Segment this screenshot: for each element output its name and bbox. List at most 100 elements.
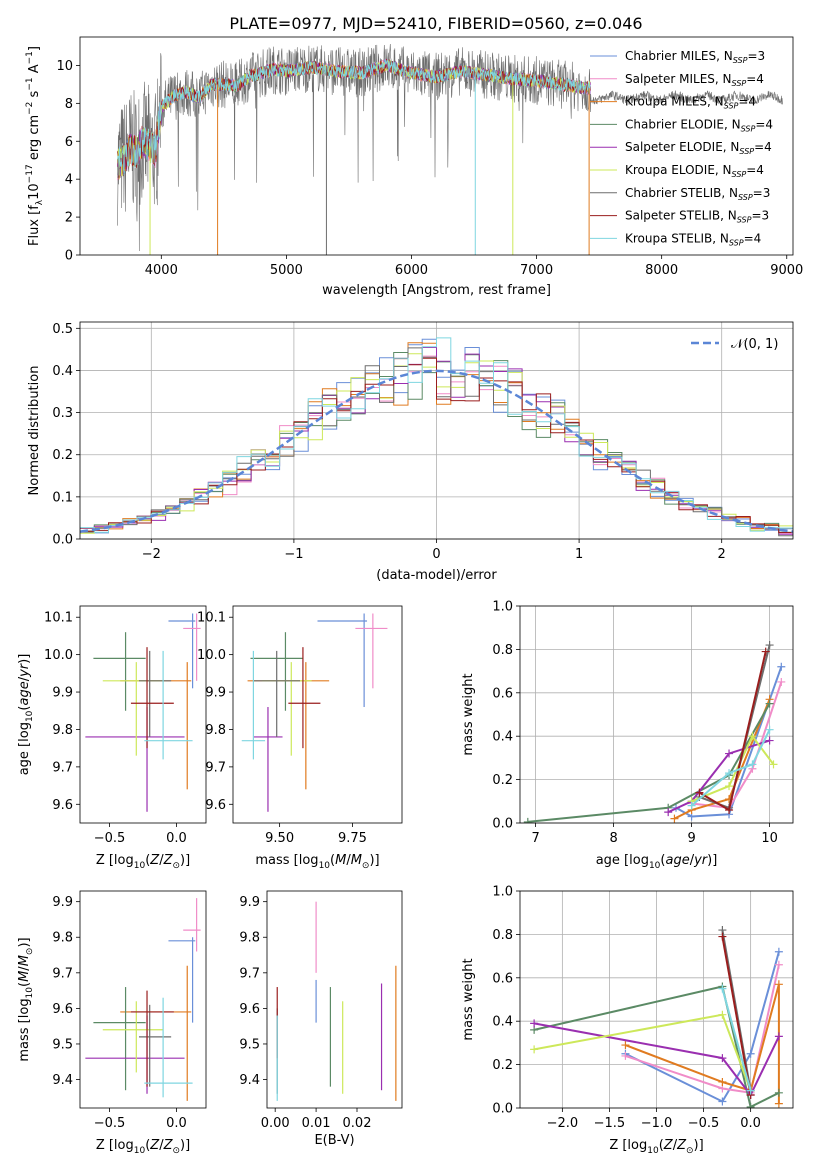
label-part: ] — [27, 46, 42, 51]
x-tick-label: 0.0 — [166, 831, 187, 846]
label-part: M — [17, 955, 32, 966]
y-tick-label: 0.5 — [52, 322, 73, 337]
weight-marker — [687, 801, 696, 810]
weight-marker — [774, 947, 783, 956]
x-axis-label: Z [log10(Z/Z⊙)] — [609, 1138, 703, 1156]
label-part: )] — [180, 853, 190, 868]
legend-post: =4 — [744, 231, 762, 245]
weight-marker — [718, 1054, 727, 1063]
x-axis-label: Z [log10(Z/Z⊙)] — [96, 1138, 190, 1156]
y-tick-label: 10.0 — [44, 648, 73, 663]
y-tick-label: 8 — [65, 97, 73, 112]
label-part: / — [159, 853, 164, 868]
y-tick-label: 10 — [56, 59, 73, 74]
legend-post: =4 — [755, 117, 773, 131]
label-part: 10 — [319, 861, 331, 871]
weight-marker — [748, 732, 757, 741]
y-tick-label: 9.6 — [52, 1002, 73, 1017]
label-part: / — [346, 853, 351, 868]
legend-post: =3 — [751, 209, 769, 223]
legend-entry: Salpeter MILES, NSSP=4 — [625, 72, 764, 88]
label-part: −2 — [25, 102, 35, 115]
x-tick-label: 9000 — [770, 263, 803, 278]
label-part: )] — [369, 853, 379, 868]
x-tick-label: 0.0 — [740, 1116, 761, 1131]
label-part: 10 — [649, 861, 661, 871]
y-tick-label: 9.7 — [52, 966, 73, 981]
weight-marker — [761, 647, 770, 656]
weight-marker — [718, 984, 727, 993]
x-tick-label: 0 — [432, 547, 440, 562]
label-part: Z [log — [96, 853, 134, 868]
y-tick-label: 9.8 — [239, 931, 260, 946]
weight-marker — [695, 788, 704, 797]
weight-marker — [765, 736, 774, 745]
weight-marker — [725, 782, 734, 791]
y-tick-label: 6 — [65, 135, 73, 150]
label-part: Z — [149, 1138, 160, 1153]
weight-marker — [774, 1088, 783, 1097]
axes-frame — [232, 605, 403, 824]
legend-entry: 𝒩(0, 1) — [731, 337, 778, 352]
weight-series-3 — [533, 985, 780, 1108]
y-tick-label: 0.0 — [52, 533, 73, 548]
mass-weight-panel-7: −2.0 −1.5 −1.0 −0.5 0.0 0.0 0.2 0.4 0.6 0.8 1.0 Z [… — [461, 885, 794, 1156]
errorbars — [276, 901, 397, 1101]
label-part: −17 — [25, 164, 35, 183]
y-tick-label: 0.0 — [492, 817, 513, 832]
axes-frame — [519, 890, 794, 1109]
legend-entry: Kroupa MILES, NSSP=4 — [625, 95, 756, 111]
weight-lines — [523, 641, 786, 823]
legend-entry: Salpeter STELIB, NSSP=3 — [625, 209, 769, 225]
y-axis-label: mass weight — [461, 958, 476, 1040]
errorbar-panel-2: −0.5 0.09.69.79.89.910.010.1Z [log10(Z/Z⊙… — [17, 605, 207, 871]
label-part: ⊙ — [172, 1146, 180, 1156]
weight-marker — [621, 1051, 630, 1060]
axes-frame — [266, 890, 403, 1109]
weight-lines — [530, 926, 783, 1108]
label-part: M — [335, 853, 346, 868]
label-part: )] — [17, 937, 32, 947]
label-part: ⊙ — [172, 861, 180, 871]
y-tick-label: 0.3 — [52, 406, 73, 421]
y-tick-label: 1.0 — [492, 600, 513, 615]
x-tick-label: −1 — [284, 547, 303, 562]
x-tick-label: −0.5 — [688, 1116, 720, 1131]
spectrum-panel: 4000 5000 6000 7000 8000 9000 0 2 4 6 8 10 Chabrier … — [25, 36, 803, 298]
weight-marker — [774, 960, 783, 969]
label-part: ( — [660, 853, 665, 868]
y-axis-label: Normed distribution — [27, 366, 42, 496]
legend-sub: SSP — [737, 216, 752, 225]
x-tick-label: 7000 — [520, 263, 553, 278]
label-part: ⊙ — [362, 861, 370, 871]
y-tick-label: 9.6 — [52, 798, 73, 813]
y-tick-label: 0.8 — [492, 643, 513, 658]
legend-post: =4 — [746, 163, 764, 177]
weight-marker — [769, 760, 778, 769]
x-axis-label: Z [log10(Z/Z⊙)] — [96, 853, 190, 871]
axes-frame — [519, 605, 794, 824]
y-tick-label: 0.0 — [492, 1102, 513, 1117]
y-tick-label: 10.0 — [197, 648, 226, 663]
panels: 4000 5000 6000 7000 8000 90000246810Chabrier … — [17, 36, 803, 1156]
y-axis-label: Flux [fλ10−17 erg cm−2 s−1 A−1] — [25, 46, 45, 246]
y-tick-label: 0.8 — [492, 928, 513, 943]
y-tick-label: 10.1 — [197, 611, 226, 626]
weight-series-0 — [624, 951, 780, 1103]
label-part: 10 — [134, 1146, 146, 1156]
y-tick-label: 9.9 — [52, 686, 73, 701]
label-part: Z — [163, 853, 174, 868]
label-part: M — [17, 971, 32, 982]
y-tick-label: 9.8 — [52, 931, 73, 946]
y-tick-label: 9.5 — [52, 1037, 73, 1052]
y-tick-label: 0.4 — [492, 1015, 513, 1030]
weight-series-7 — [721, 936, 752, 1096]
weight-marker — [777, 662, 786, 671]
label-part: ( — [145, 853, 150, 868]
legend-entry: Salpeter ELODIE, NSSP=4 — [625, 140, 772, 156]
x-tick-label: 9.75 — [338, 831, 367, 846]
weight-marker — [746, 1086, 755, 1095]
y-tick-label: 0.1 — [52, 490, 73, 505]
weight-marker — [774, 1032, 783, 1041]
